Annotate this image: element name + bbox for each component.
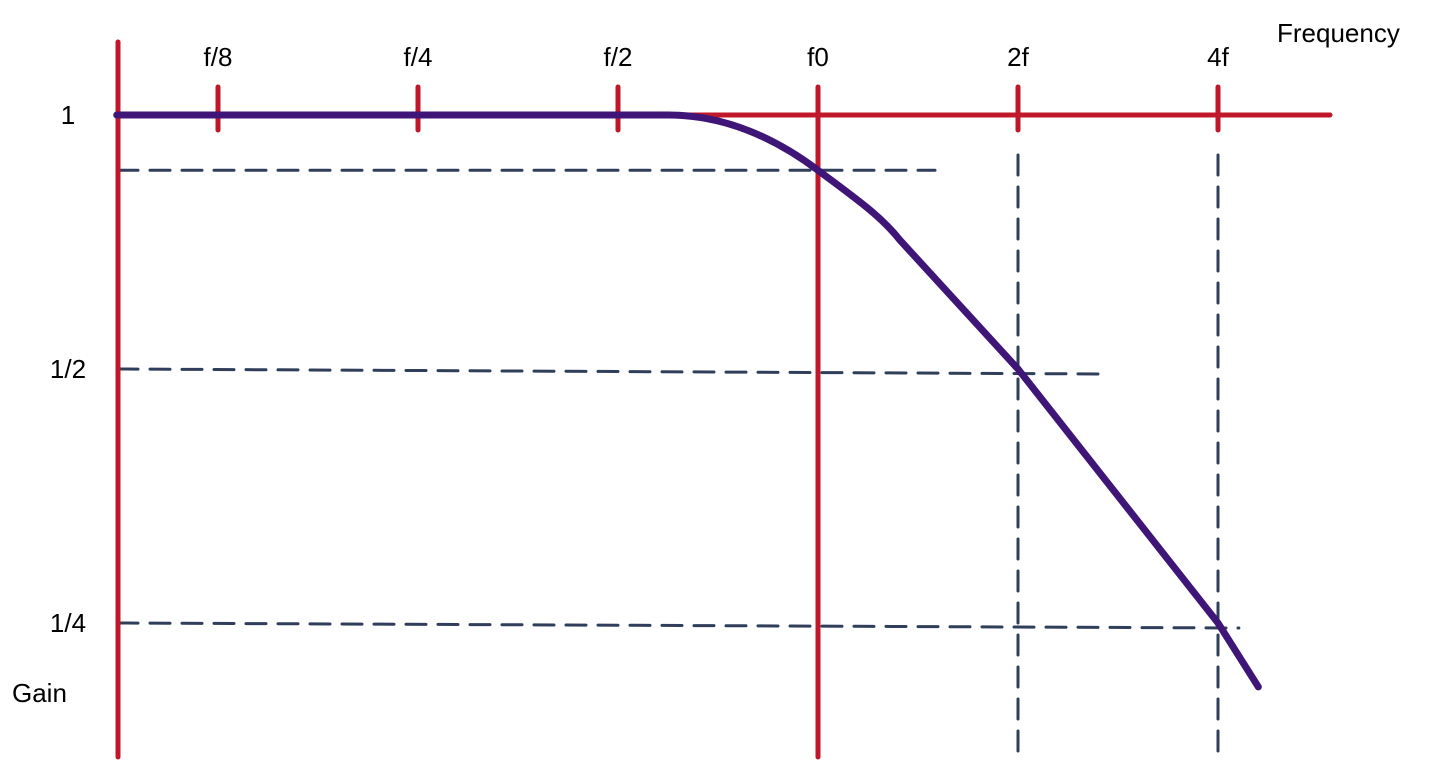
curve xyxy=(113,111,1262,691)
reference-lines xyxy=(116,153,1241,759)
x-axis-label: Frequency xyxy=(1277,18,1400,48)
x-tick-label: f0 xyxy=(807,42,829,72)
horizontal-reference-line xyxy=(116,367,1107,376)
y-axis-label: Gain xyxy=(12,678,67,708)
x-tick-label: f/4 xyxy=(404,42,433,72)
x-tick-label: f/2 xyxy=(604,42,633,72)
axes xyxy=(115,39,1333,760)
x-tick-label: f/8 xyxy=(204,42,233,72)
y-tick-label: 1/4 xyxy=(50,608,86,638)
horizontal-reference-line xyxy=(116,621,1241,630)
y-tick-label: 1/2 xyxy=(50,354,86,384)
x-tick-label: 4f xyxy=(1207,42,1229,72)
x-tick-label: 2f xyxy=(1007,42,1029,72)
labels: Frequency Gain f/8 f/4 f/2 f0 2f 4f 1 1/2 1/4 xyxy=(12,18,1400,708)
y-tick-label: 1 xyxy=(61,100,75,130)
gain-curve xyxy=(113,111,1262,691)
